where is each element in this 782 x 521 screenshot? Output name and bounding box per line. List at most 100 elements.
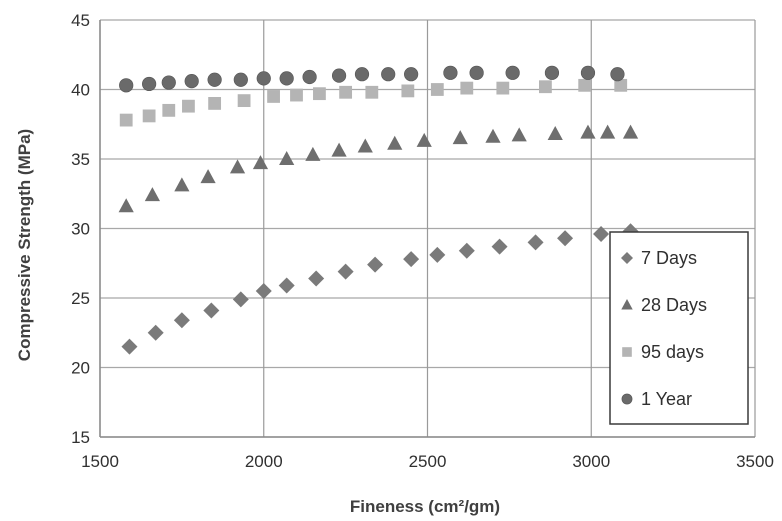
- x-axis-label: Fineness (cm²/gm): [350, 497, 500, 516]
- legend-label-28-days: 28 Days: [641, 295, 707, 315]
- point-7-days: [337, 263, 354, 280]
- point-1-year: [279, 71, 294, 86]
- point-7-days: [255, 283, 272, 300]
- x-tick-label: 1500: [81, 452, 119, 471]
- point-1-year: [544, 65, 560, 80]
- point-28-days: [511, 127, 527, 142]
- point-28-days: [452, 130, 468, 145]
- point-1-year: [207, 72, 222, 87]
- point-95-days: [267, 90, 280, 103]
- point-28-days: [229, 159, 246, 174]
- data-points: [118, 65, 639, 355]
- point-28-days: [118, 198, 134, 213]
- point-7-days: [278, 277, 295, 294]
- point-95-days: [614, 78, 628, 92]
- point-95-days: [578, 78, 592, 92]
- x-tick-label: 3000: [572, 452, 610, 471]
- point-95-days: [182, 99, 195, 113]
- point-1-year: [331, 68, 347, 83]
- legend-label-7-days: 7 Days: [641, 248, 697, 268]
- point-28-days: [200, 169, 216, 184]
- point-7-days: [429, 246, 446, 263]
- point-1-year: [233, 72, 248, 87]
- legend-marker-7-days: [621, 252, 633, 264]
- legend-marker-1-year: [621, 393, 633, 405]
- point-95-days: [290, 88, 303, 102]
- point-1-year: [119, 78, 134, 93]
- x-tick-label: 3500: [736, 452, 774, 471]
- legend-label-1-year: 1 Year: [641, 389, 692, 409]
- point-28-days: [174, 177, 190, 192]
- point-1-year: [161, 75, 176, 90]
- point-7-days: [593, 226, 610, 243]
- point-95-days: [313, 87, 326, 101]
- point-95-days: [401, 84, 415, 98]
- grid-lines: [99, 19, 756, 438]
- point-95-days: [430, 83, 444, 96]
- point-95-days: [162, 103, 176, 117]
- point-28-days: [387, 135, 403, 150]
- legend-box: [609, 231, 749, 425]
- point-1-year: [302, 69, 317, 85]
- y-tick-label: 25: [71, 289, 90, 308]
- point-28-days: [416, 132, 432, 147]
- point-28-days: [357, 138, 373, 153]
- point-28-days: [252, 155, 269, 170]
- point-1-year: [443, 65, 458, 80]
- point-1-year: [256, 71, 271, 86]
- legend-marker-95-days: [622, 347, 632, 357]
- tick-labels: 15 20 25 30 35 40 45 1500 2000 2500 3000 3500: [71, 11, 774, 471]
- point-7-days: [367, 256, 384, 273]
- point-7-days: [491, 238, 508, 255]
- point-28-days: [279, 151, 295, 165]
- point-7-days: [173, 312, 190, 329]
- point-28-days: [547, 125, 563, 140]
- point-95-days: [365, 85, 379, 99]
- point-1-year: [142, 76, 157, 92]
- point-1-year: [354, 67, 370, 82]
- point-28-days: [580, 124, 596, 139]
- point-95-days: [237, 94, 251, 108]
- x-tick-label: 2000: [245, 452, 283, 471]
- x-tick-label: 2500: [409, 452, 447, 471]
- point-7-days: [308, 270, 325, 287]
- point-95-days: [496, 81, 510, 95]
- point-95-days: [208, 97, 222, 110]
- y-tick-label: 15: [71, 428, 90, 447]
- point-1-year: [505, 65, 520, 80]
- point-7-days: [203, 302, 220, 319]
- point-7-days: [121, 338, 138, 355]
- y-tick-label: 45: [71, 11, 90, 30]
- point-1-year: [469, 65, 484, 80]
- y-tick-label: 40: [71, 81, 90, 100]
- point-1-year: [610, 67, 625, 82]
- point-95-days: [539, 80, 552, 94]
- legend-label-95-days: 95 days: [641, 342, 704, 362]
- point-7-days: [232, 291, 249, 308]
- point-7-days: [403, 251, 420, 268]
- point-28-days: [331, 142, 347, 157]
- y-axis-label: Compressive Strength (MPa): [15, 129, 34, 361]
- y-tick-label: 20: [71, 359, 90, 378]
- point-95-days: [119, 113, 133, 127]
- point-7-days: [147, 324, 164, 341]
- point-28-days: [144, 187, 160, 202]
- point-1-year: [580, 65, 596, 80]
- y-tick-label: 30: [71, 220, 90, 239]
- legend: 7 Days 28 Days 95 days 1 Year: [609, 231, 749, 425]
- point-28-days: [622, 124, 639, 139]
- point-28-days: [600, 124, 616, 139]
- point-7-days: [557, 230, 574, 247]
- y-tick-label: 35: [71, 150, 90, 169]
- point-95-days: [460, 81, 474, 95]
- point-1-year: [381, 67, 396, 82]
- point-7-days: [458, 242, 475, 259]
- point-95-days: [142, 109, 156, 123]
- point-95-days: [339, 85, 353, 99]
- point-28-days: [485, 128, 501, 143]
- point-1-year: [404, 67, 419, 82]
- point-28-days: [305, 146, 321, 161]
- point-1-year: [184, 74, 199, 89]
- point-7-days: [527, 234, 544, 251]
